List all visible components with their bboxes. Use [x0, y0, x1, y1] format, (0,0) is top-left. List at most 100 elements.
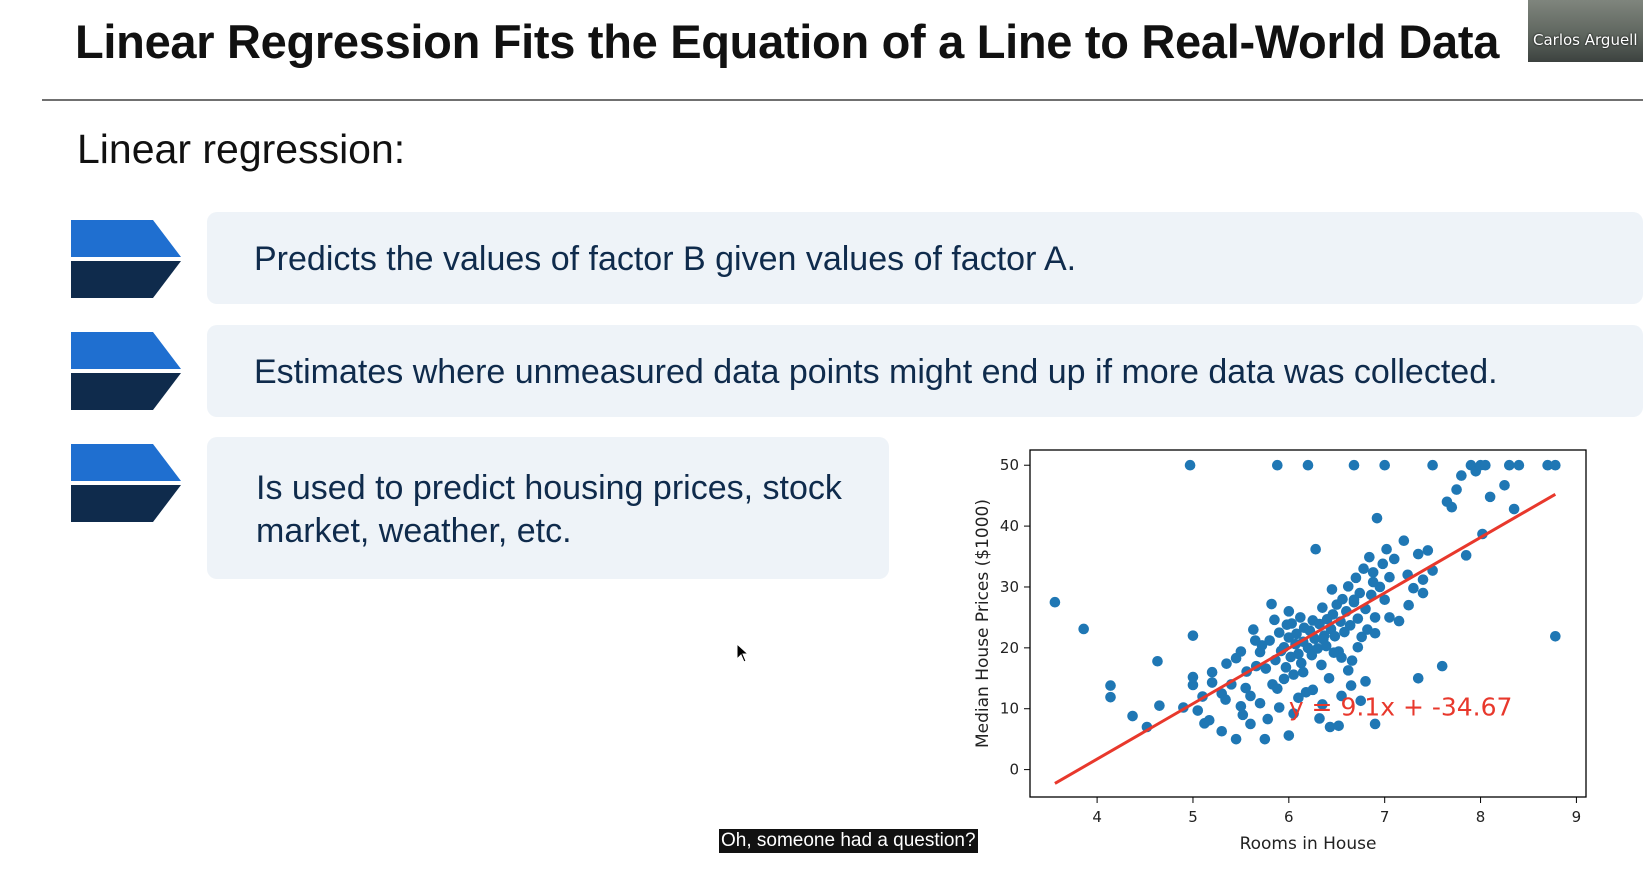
- data-point: [1367, 576, 1379, 588]
- data-point: [1317, 699, 1328, 710]
- data-point: [1379, 459, 1390, 471]
- data-point: [1269, 614, 1280, 626]
- data-point: [1346, 655, 1358, 666]
- regression-equation-label: y = 9.1x + -34.67: [1289, 693, 1513, 722]
- data-point: [1235, 700, 1247, 712]
- data-point: [1369, 612, 1381, 623]
- data-points: [1049, 459, 1561, 745]
- data-point: [1342, 581, 1354, 592]
- data-point: [1280, 662, 1292, 673]
- mouse-pointer-icon: [736, 643, 750, 663]
- x-axis-ticks: 4 5 6 7 8 9: [1092, 797, 1581, 826]
- data-point: [1291, 628, 1302, 640]
- chevron-arrow-icon: [71, 444, 181, 522]
- data-point: [1154, 700, 1165, 711]
- data-point: [1314, 618, 1325, 630]
- data-point: [1550, 630, 1561, 642]
- y-tick-label: 30: [1000, 578, 1019, 596]
- bullet-text-2: Estimates where unmeasured data points m…: [254, 353, 1498, 391]
- slide-title: Linear Regression Fits the Equation of a…: [75, 15, 1500, 68]
- data-point: [1318, 634, 1329, 645]
- x-tick-label: 9: [1572, 808, 1582, 826]
- data-point: [1377, 558, 1389, 570]
- data-point: [1356, 631, 1367, 643]
- y-axis-label: Median House Prices ($1000): [973, 499, 993, 748]
- data-point: [1312, 643, 1323, 654]
- regression-line: [1054, 492, 1557, 785]
- chevron-arrow-icon: [71, 332, 181, 410]
- y-tick-label: 50: [1000, 456, 1019, 474]
- data-point: [1127, 710, 1138, 722]
- data-point: [1508, 503, 1520, 515]
- data-point: [1329, 630, 1341, 642]
- data-point: [1337, 593, 1348, 605]
- data-point: [1187, 630, 1199, 641]
- data-point: [1499, 480, 1510, 491]
- data-point: [1324, 721, 1336, 733]
- data-point: [1288, 708, 1299, 719]
- data-point: [1326, 584, 1338, 595]
- data-point: [1504, 459, 1515, 471]
- data-point: [1245, 718, 1256, 730]
- data-point: [1358, 563, 1369, 575]
- data-point: [1203, 714, 1215, 726]
- data-point: [1367, 567, 1379, 578]
- y-tick-label: 20: [1000, 639, 1019, 657]
- data-point: [1384, 571, 1395, 583]
- data-point: [1327, 609, 1339, 620]
- data-point: [1348, 594, 1360, 606]
- y-tick-label: 0: [1009, 761, 1019, 779]
- data-point: [1220, 694, 1231, 705]
- data-point: [1266, 598, 1277, 610]
- data-point: [1272, 459, 1283, 471]
- data-point: [1206, 666, 1218, 678]
- data-point: [1293, 692, 1304, 704]
- data-point: [1254, 697, 1266, 709]
- data-point: [1272, 683, 1283, 694]
- x-tick-label: 5: [1188, 808, 1198, 826]
- data-point: [1187, 679, 1199, 691]
- data-point: [1398, 535, 1410, 547]
- data-point: [1105, 680, 1116, 691]
- x-tick-label: 4: [1092, 808, 1102, 826]
- data-point: [1393, 615, 1405, 627]
- data-point: [1480, 459, 1491, 471]
- data-point: [1248, 624, 1259, 635]
- x-tick-label: 7: [1380, 808, 1390, 826]
- data-point: [1350, 572, 1362, 584]
- data-point: [1542, 459, 1553, 471]
- data-point: [1360, 676, 1371, 687]
- chevron-arrow-icon: [71, 220, 181, 298]
- data-point: [1230, 733, 1242, 745]
- bullet-text-3: Is used to predict housing prices, stock…: [256, 469, 842, 550]
- data-point: [1345, 680, 1357, 691]
- data-point: [1513, 459, 1525, 471]
- data-point: [1451, 484, 1462, 495]
- data-point: [1295, 657, 1307, 669]
- data-point: [1364, 551, 1375, 563]
- data-point: [1262, 713, 1274, 725]
- x-tick-label: 8: [1476, 808, 1486, 826]
- data-point: [1295, 612, 1306, 623]
- data-point: [1307, 684, 1319, 696]
- data-point: [1333, 720, 1344, 732]
- data-point: [1352, 613, 1364, 624]
- data-point: [1152, 655, 1163, 667]
- data-point: [1283, 606, 1295, 617]
- bullet-item-2: Estimates where unmeasured data points m…: [207, 325, 1643, 417]
- data-point: [1049, 596, 1061, 608]
- x-tick-label: 6: [1284, 808, 1294, 826]
- data-point: [1206, 677, 1218, 688]
- data-point: [1550, 459, 1561, 471]
- participant-name: Carlos Arguell: [1533, 31, 1638, 49]
- data-point: [1259, 733, 1271, 745]
- y-axis-ticks: 0 10 20 30 40 50: [1000, 456, 1030, 779]
- plot-area-frame: [1029, 449, 1587, 798]
- data-point: [1288, 669, 1299, 680]
- data-point: [1412, 548, 1424, 560]
- participant-video-tile[interactable]: [1528, 0, 1643, 62]
- data-point: [1369, 627, 1381, 639]
- data-point: [1278, 673, 1290, 685]
- data-point: [1388, 553, 1400, 565]
- data-point: [1192, 705, 1204, 716]
